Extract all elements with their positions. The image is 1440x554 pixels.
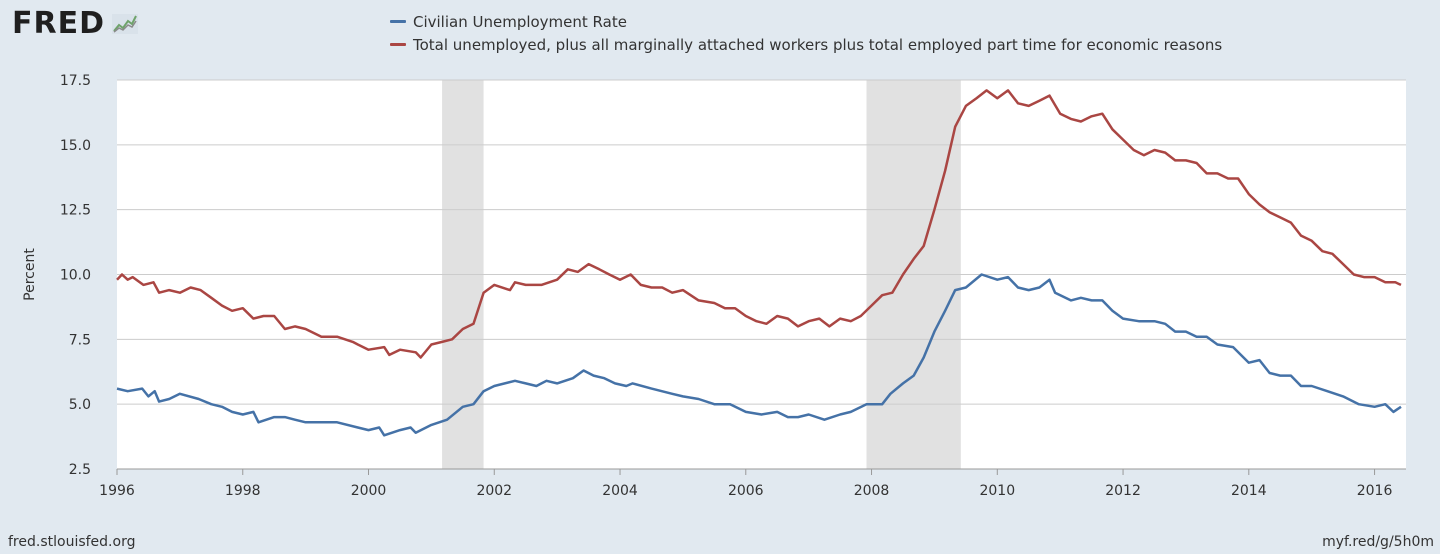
x-tick-label: 2006 [728, 483, 764, 499]
x-tick-label: 2004 [602, 483, 638, 499]
x-tick-label: 2002 [476, 483, 512, 499]
x-tick-label: 2014 [1231, 483, 1267, 499]
series-line-2[interactable] [116, 89, 1402, 359]
legend-label-series-2: Total unemployed, plus all marginally at… [413, 35, 1223, 54]
short-url-label: myf.red/g/5h0m [1322, 534, 1434, 550]
chart-line-icon [112, 14, 139, 34]
x-tick-label: 1998 [225, 483, 261, 499]
series-line-1[interactable] [116, 273, 1402, 437]
x-tick-label: 2010 [979, 483, 1015, 499]
fred-wordmark: FRED [12, 6, 105, 41]
y-tick-label: 15.0 [60, 138, 91, 154]
legend-swatch-series-1 [390, 20, 406, 23]
x-tick-label: 1996 [99, 483, 135, 499]
legend-item-series-2[interactable]: Total unemployed, plus all marginally at… [390, 33, 1222, 56]
x-tick-label: 2012 [1105, 483, 1141, 499]
line-chart: 2.5 5.0 7.5 10.0 12.5 15.0 17.5 1996 1998 2000 200… [22, 73, 1406, 499]
source-label: fred.stlouisfed.org [8, 534, 136, 550]
y-tick-label: 12.5 [60, 203, 91, 219]
y-tick-label: 5.0 [69, 397, 91, 413]
fred-logo[interactable]: FRED [12, 6, 139, 41]
chart-legend: Civilian Unemployment Rate Total unemplo… [390, 10, 1222, 56]
y-axis-label: Percent [22, 248, 38, 301]
y-tick-label: 10.0 [60, 268, 91, 284]
x-tick-label: 2008 [854, 483, 890, 499]
legend-swatch-series-2 [390, 43, 406, 46]
y-tick-label: 7.5 [69, 332, 91, 348]
y-tick-label: 2.5 [69, 462, 91, 478]
x-tick-label: 2000 [351, 483, 387, 499]
x-tick-label: 2016 [1357, 483, 1393, 499]
legend-item-series-1[interactable]: Civilian Unemployment Rate [390, 10, 1222, 33]
y-tick-label: 17.5 [60, 73, 91, 89]
legend-label-series-1: Civilian Unemployment Rate [413, 12, 627, 31]
